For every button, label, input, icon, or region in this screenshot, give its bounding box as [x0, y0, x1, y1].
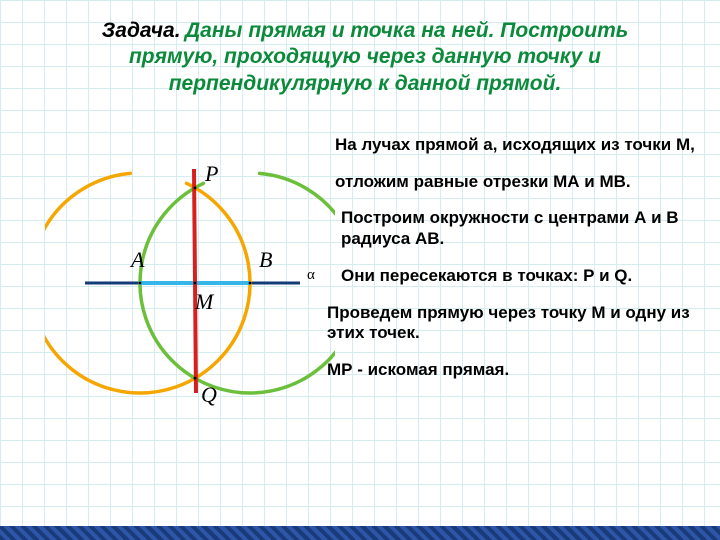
- step-1: На лучах прямой а, исходящих из точки М,: [335, 135, 705, 156]
- point-A: [139, 282, 142, 285]
- title-statement: Даны прямая и точка на ней. Построить пр…: [129, 19, 628, 95]
- decorative-footer-border: [0, 526, 720, 540]
- point-M-label: M: [194, 289, 215, 314]
- point-M: [194, 282, 197, 285]
- point-P-label: P: [204, 161, 218, 186]
- page-root: Задача. Даны прямая и точка на ней. Пост…: [0, 0, 720, 540]
- point-Q-label: Q: [201, 382, 217, 407]
- step-4: Они пересекаются в точках: Р и Q.: [341, 266, 705, 287]
- step-6: МР - искомая прямая.: [327, 360, 712, 381]
- step-5: Проведем прямую через точку М и одну из …: [327, 303, 712, 344]
- title-label-bold: Задача.: [102, 19, 181, 42]
- point-P: [194, 187, 197, 190]
- point-Q: [194, 377, 197, 380]
- step-3: Построим окружности с центрами А и В рад…: [341, 208, 705, 249]
- construction-diagram: A B M P Qα: [45, 135, 335, 425]
- steps-column: На лучах прямой а, исходящих из точки М,…: [335, 135, 705, 397]
- point-B-label: B: [259, 247, 272, 272]
- label-alpha: α: [307, 267, 315, 283]
- problem-title: Задача. Даны прямая и точка на ней. Пост…: [60, 18, 670, 97]
- diagram-svg: A B M P Qα: [45, 135, 335, 425]
- line-PQ: [194, 169, 196, 393]
- point-A-label: A: [129, 247, 145, 272]
- step-2: отложим равные отрезки МА и МВ.: [335, 172, 705, 193]
- point-B: [249, 282, 252, 285]
